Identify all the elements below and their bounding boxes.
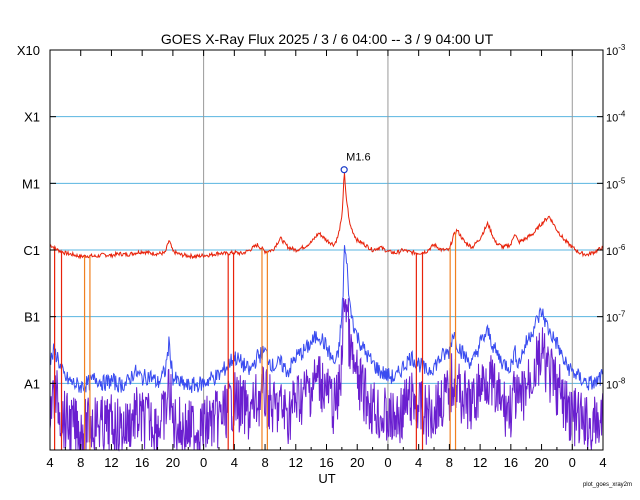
left-axis-label: X10: [17, 43, 40, 58]
right-axis-label: 10-6: [606, 243, 626, 258]
right-axis-label: 10-7: [606, 310, 626, 325]
peak-label: M1.6: [346, 152, 370, 164]
x-tick-label: 16: [319, 455, 333, 470]
series-short: [49, 245, 603, 393]
x-tick-label: 12: [289, 455, 303, 470]
right-axis-label: 10-3: [606, 43, 626, 58]
x-tick-label: 8: [261, 455, 268, 470]
x-tick-label: 0: [384, 455, 391, 470]
right-axis-labels: 10-3 10-4 10-5 10-6 10-7 10-8: [606, 43, 626, 391]
left-axis-label: M1: [22, 176, 40, 191]
flux-series: [49, 172, 604, 452]
peak-marker: [340, 166, 348, 174]
left-axis-labels: X10 X1 M1 C1 B1 A1: [17, 43, 40, 391]
series-short-low: [49, 297, 604, 452]
x-tick-label: 4: [415, 455, 422, 470]
x-tick-label: 20: [166, 455, 180, 470]
x-tick-label: 12: [104, 455, 118, 470]
x-tick-label: 4: [231, 455, 238, 470]
peak-annotation: M1.6: [340, 152, 371, 174]
left-axis-label: C1: [23, 243, 40, 258]
x-axis-tick-labels: 4 8 12 16 20 0 4 8 12 16 20 0 4 8 12 16 20 0 4: [46, 455, 606, 470]
x-tick-label: 8: [77, 455, 84, 470]
x-tick-label: 20: [350, 455, 364, 470]
x-tick-label: 0: [569, 455, 576, 470]
left-axis-label: A1: [24, 376, 40, 391]
x-axis-label: UT: [318, 471, 335, 486]
chart-title: GOES X-Ray Flux 2025 / 3 / 6 04:00 -- 3 …: [161, 31, 494, 47]
x-tick-label: 16: [135, 455, 149, 470]
axis-ticks: [49, 49, 604, 450]
x-tick-label: 8: [446, 455, 453, 470]
right-axis-label: 10-8: [606, 376, 626, 391]
x-tick-label: 12: [473, 455, 487, 470]
right-axis-label: 10-5: [606, 176, 626, 191]
x-tick-label: 20: [534, 455, 548, 470]
left-axis-label: X1: [24, 110, 40, 125]
x-tick-label: 16: [504, 455, 518, 470]
plot-credit: plot_goes_xray2m: [583, 482, 632, 488]
right-axis-label: 10-4: [606, 110, 626, 125]
x-tick-label: 4: [46, 455, 53, 470]
gap-drop-marks: [54, 232, 457, 450]
series-long: [49, 172, 603, 260]
x-tick-label: 0: [200, 455, 207, 470]
left-axis-label: B1: [24, 310, 40, 325]
x-tick-label: 4: [599, 455, 606, 470]
